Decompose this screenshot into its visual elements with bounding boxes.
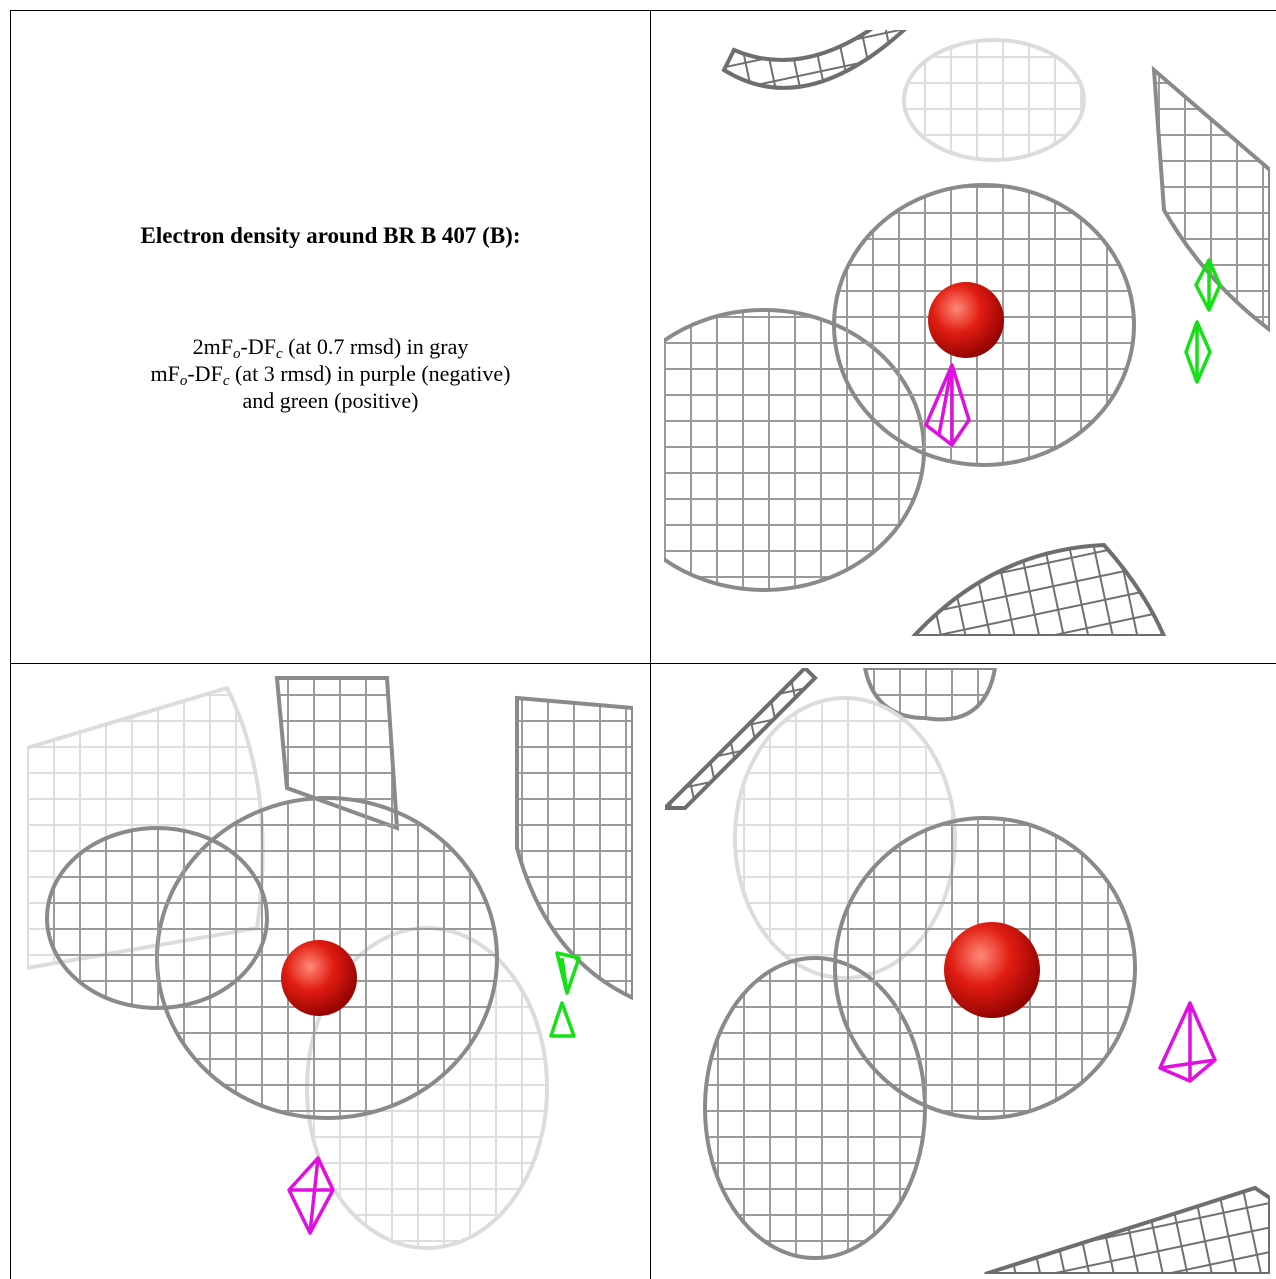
caption-title: Electron density around BR B 407 (B): — [140, 223, 521, 248]
text: and green (positive) — [242, 388, 419, 413]
column-divider — [650, 10, 651, 1279]
atom — [928, 282, 1004, 358]
mesh — [45, 826, 269, 1010]
negative-peak — [1158, 1001, 1217, 1083]
text: mF — [150, 361, 180, 386]
caption-line: 2mFo-DFc (at 0.7 rmsd) in gray — [11, 333, 650, 362]
atom — [944, 922, 1040, 1018]
negative-peak — [924, 363, 971, 447]
text: (at 0.7 rmsd) in gray — [282, 334, 469, 359]
mesh — [911, 542, 1167, 636]
mesh — [1151, 65, 1270, 333]
positive-peak — [1184, 320, 1212, 384]
mesh — [665, 668, 818, 810]
table-frame — [10, 10, 1276, 1279]
negative-peak — [287, 1156, 335, 1235]
row-divider — [10, 663, 1276, 664]
subscript: o — [179, 373, 188, 389]
atom — [281, 940, 357, 1016]
positive-peak — [555, 951, 581, 995]
density-view — [664, 30, 1270, 636]
caption-cell: Electron density around BR B 407 (B): 2m… — [11, 11, 650, 663]
text: (at 3 rmsd) in purple (negative) — [229, 361, 511, 386]
text: 2mF — [192, 334, 233, 359]
positive-peak — [1194, 258, 1222, 312]
mesh — [902, 38, 1086, 162]
density-view — [27, 676, 633, 1250]
mesh — [862, 668, 998, 722]
mesh — [515, 695, 633, 1001]
mesh — [984, 1185, 1270, 1274]
subscript: o — [233, 346, 241, 362]
positive-peak — [549, 1001, 576, 1038]
text: -DF — [187, 361, 223, 386]
subscript: c — [222, 373, 230, 389]
caption-line: and green (positive) — [11, 387, 650, 414]
subscript: c — [275, 346, 283, 362]
caption-lines: 2mFo-DFc (at 0.7 rmsd) in gray mFo-DFc (… — [11, 333, 650, 414]
text: -DF — [240, 334, 276, 359]
mesh — [721, 30, 907, 90]
density-view — [665, 668, 1270, 1274]
caption-line: mFo-DFc (at 3 rmsd) in purple (negative) — [11, 360, 650, 389]
